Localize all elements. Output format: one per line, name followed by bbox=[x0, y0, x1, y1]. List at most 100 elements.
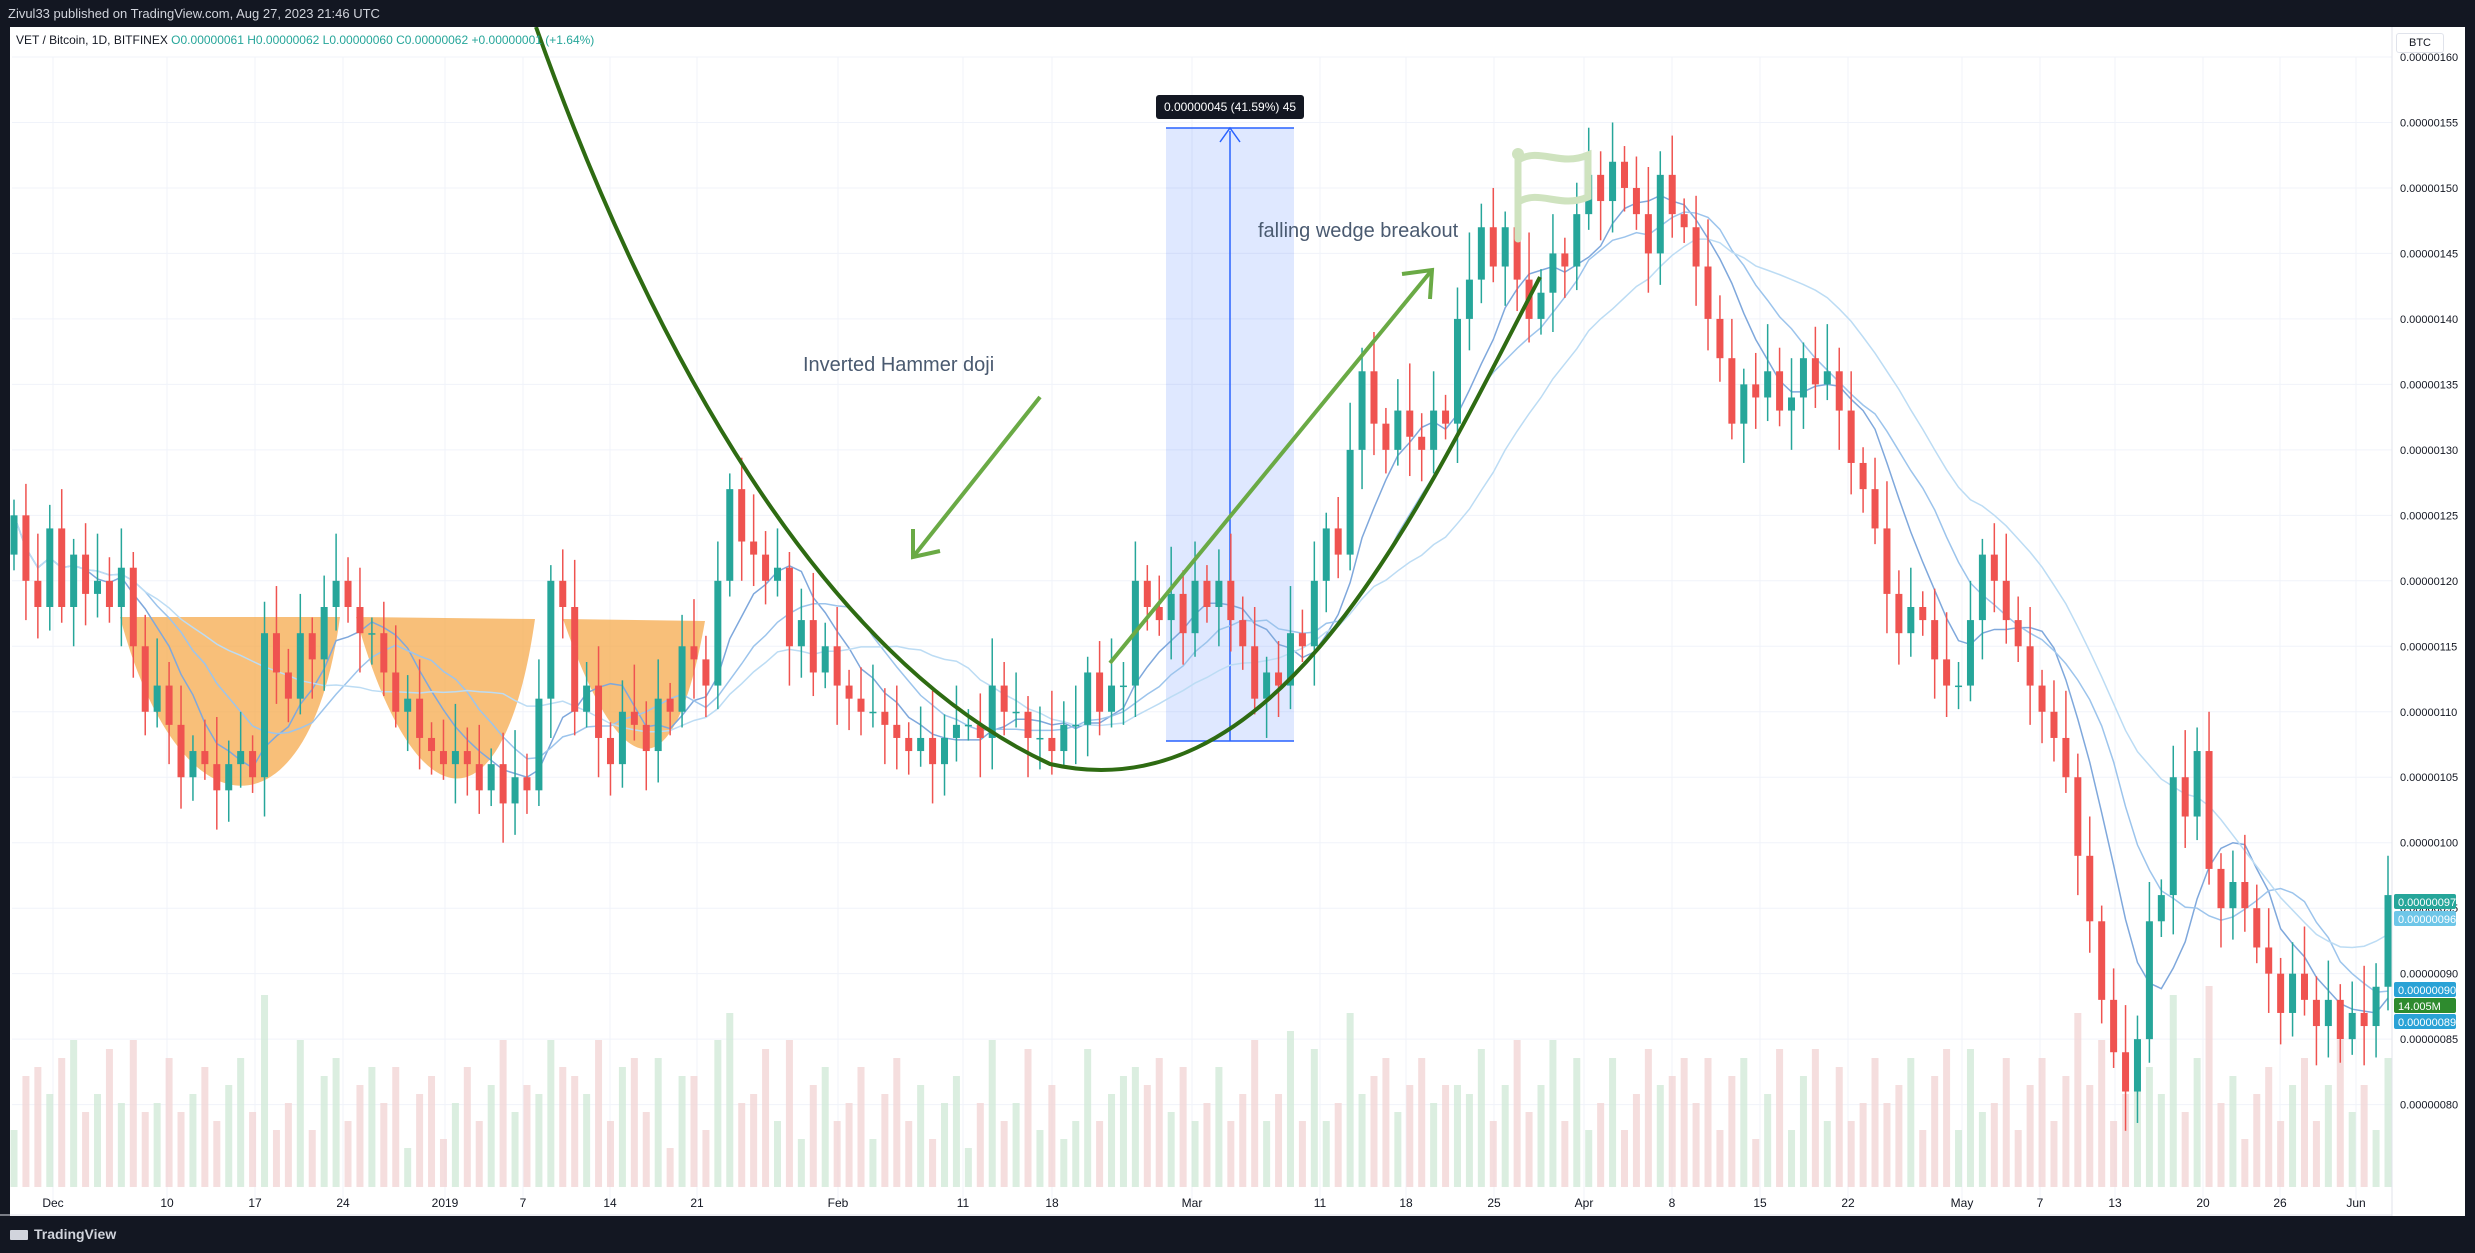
volume-bar bbox=[1060, 1139, 1068, 1187]
candle-body bbox=[416, 698, 424, 738]
volume-bar bbox=[1692, 1103, 1700, 1187]
volume-bar bbox=[738, 1103, 746, 1187]
volume-bar bbox=[1215, 1067, 1223, 1187]
volume-bar bbox=[1453, 1085, 1461, 1187]
candle-body bbox=[1036, 737, 1044, 740]
candle-body bbox=[2253, 908, 2261, 948]
published-text: Zivul33 published on TradingView.com, Au… bbox=[8, 6, 380, 21]
volume-bar bbox=[261, 995, 269, 1187]
x-tick-label: May bbox=[1951, 1196, 1974, 1210]
volume-bar bbox=[2289, 1085, 2297, 1187]
falling-wedge-label: falling wedge breakout bbox=[1258, 220, 1459, 242]
volume-bar bbox=[2241, 1139, 2249, 1187]
volume-bar bbox=[1823, 1121, 1831, 1187]
candle-body bbox=[547, 580, 555, 699]
candle-body bbox=[1943, 659, 1951, 686]
volume-bar bbox=[1286, 1031, 1294, 1187]
volume-bar bbox=[1597, 1103, 1605, 1187]
x-tick-label: Mar bbox=[1182, 1196, 1203, 1210]
candle-body bbox=[380, 633, 388, 673]
candle-body bbox=[1251, 646, 1259, 699]
candle-body bbox=[583, 685, 591, 712]
candle-body bbox=[571, 607, 579, 712]
ma-line-2 bbox=[13, 211, 2389, 993]
volume-bar bbox=[1978, 1112, 1986, 1187]
candle-body bbox=[797, 620, 805, 647]
volume-bar bbox=[726, 1013, 734, 1187]
volume-bar bbox=[332, 1058, 340, 1187]
price-chart[interactable]: Inverted Hammer doji falling wedge break… bbox=[0, 27, 2475, 1216]
candle-body bbox=[833, 646, 841, 686]
tradingview-icon bbox=[10, 1230, 28, 1241]
price-axis: 0.00000160 0.00000155 0.00000150 0.00000145… bbox=[2391, 27, 2458, 1216]
volume-bar bbox=[284, 1103, 292, 1187]
candle-body bbox=[1597, 174, 1605, 202]
volume-bar bbox=[1322, 1121, 1330, 1187]
currency-button[interactable]: BTC bbox=[2396, 33, 2444, 53]
x-tick-label: 20 bbox=[2196, 1196, 2210, 1210]
volume-bar bbox=[2169, 995, 2177, 1187]
inverted-hammer-label: Inverted Hammer doji bbox=[803, 354, 994, 376]
volume-bar bbox=[1919, 1130, 1927, 1187]
volume-bar bbox=[511, 1112, 519, 1187]
tradingview-logo[interactable]: TradingView bbox=[10, 1216, 116, 1253]
volume-bar bbox=[988, 1040, 996, 1187]
x-tick-label: 24 bbox=[336, 1196, 350, 1210]
volume-bar bbox=[1609, 1058, 1617, 1187]
volume-bar bbox=[320, 1076, 328, 1187]
candle-body bbox=[2133, 1039, 2141, 1092]
volume-bar bbox=[1966, 1049, 1974, 1187]
volume-bar bbox=[964, 1148, 972, 1187]
candle-body bbox=[2384, 895, 2392, 987]
candle-body bbox=[2193, 751, 2201, 817]
volume-bar bbox=[2038, 1058, 2046, 1187]
volume-bar bbox=[404, 1148, 412, 1187]
volume-bar bbox=[2074, 1013, 2082, 1187]
candle-body bbox=[976, 724, 984, 738]
candle-body bbox=[1752, 384, 1760, 398]
candle-body bbox=[94, 580, 102, 594]
candle-body bbox=[1811, 358, 1819, 385]
volume-bar bbox=[1776, 1049, 1784, 1187]
volume-bar bbox=[428, 1076, 436, 1187]
x-tick-label: 13 bbox=[2108, 1196, 2122, 1210]
legend-high: H0.00000062 bbox=[247, 33, 320, 47]
x-tick-label: 8 bbox=[1669, 1196, 1676, 1210]
candle-body bbox=[1895, 593, 1903, 634]
volume-bar bbox=[714, 1040, 722, 1187]
candle-body bbox=[750, 541, 758, 555]
candle-body bbox=[2205, 751, 2213, 869]
volume-bar bbox=[34, 1067, 42, 1187]
price-badge-label: 0.00000097 bbox=[2398, 897, 2456, 909]
candle-body bbox=[1919, 607, 1927, 621]
candle-body bbox=[1978, 554, 1986, 621]
volume-bar bbox=[2098, 1040, 2106, 1187]
volume-bar bbox=[1501, 1085, 1509, 1187]
x-tick-label: 21 bbox=[690, 1196, 704, 1210]
volume-bar bbox=[905, 1121, 913, 1187]
volume-bar bbox=[1084, 1049, 1092, 1187]
volume-bar bbox=[523, 1085, 531, 1187]
candle-body bbox=[1680, 214, 1688, 228]
candle-body bbox=[845, 685, 853, 699]
candle-body bbox=[881, 711, 889, 725]
candle-body bbox=[666, 698, 674, 712]
candle-body bbox=[1501, 227, 1509, 267]
volume-bar bbox=[201, 1067, 209, 1187]
volume-bar bbox=[2277, 1121, 2285, 1187]
price-badge bbox=[2394, 894, 2456, 909]
candle-body bbox=[320, 607, 328, 660]
price-badge-label: 14.005M bbox=[2398, 1001, 2441, 1013]
candle-body bbox=[1692, 227, 1700, 267]
volume-bar bbox=[225, 1085, 233, 1187]
volume-bar bbox=[2324, 1085, 2332, 1187]
candle-body bbox=[1275, 672, 1283, 686]
volume-bar bbox=[153, 1103, 161, 1187]
candle-body bbox=[1108, 685, 1116, 712]
y-tick-label: 0.00000160 bbox=[2400, 52, 2458, 64]
candle-body bbox=[1644, 214, 1652, 254]
volume-bar bbox=[439, 1139, 447, 1187]
candle-body bbox=[404, 698, 412, 712]
volume-bar bbox=[487, 1085, 495, 1187]
candle-body bbox=[2157, 895, 2165, 922]
